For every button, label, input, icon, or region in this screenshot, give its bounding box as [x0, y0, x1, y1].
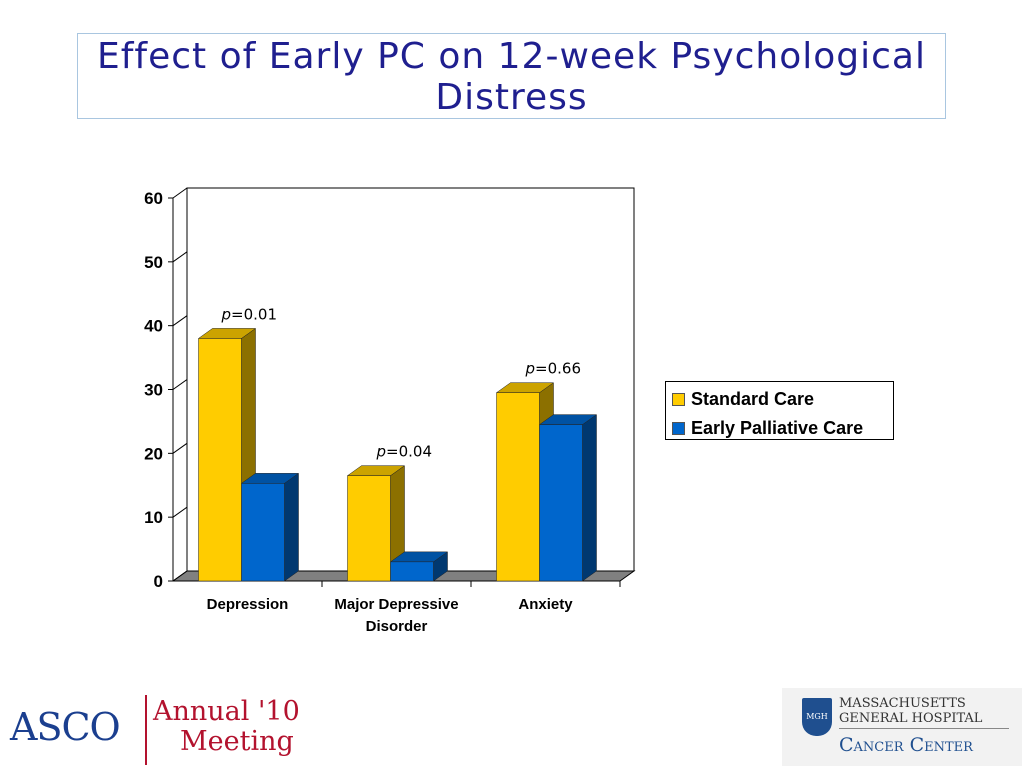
y-tick-depth [172, 251, 188, 263]
y-tick-label: 40 [144, 317, 163, 336]
bar-front [539, 424, 583, 582]
p-value-text: =0.01 [231, 305, 277, 323]
bar-early-palliative-care [389, 551, 449, 582]
mgh-logo-line2: GENERAL HOSPITAL [839, 711, 983, 726]
y-tick-label: 10 [144, 508, 163, 527]
title-box: Effect of Early PC on 12-week Psychologi… [77, 33, 946, 119]
y-tick-label: 30 [144, 381, 163, 400]
p-value-text: =0.04 [386, 443, 432, 461]
y-tick-depth [172, 315, 188, 327]
legend-item-standard-care: Standard Care [672, 388, 814, 410]
y-tick-depth [172, 442, 188, 454]
bar-side [582, 414, 597, 582]
chart-legend: Standard Care Early Palliative Care [665, 381, 894, 440]
y-tick-depth [172, 379, 188, 390]
y-tick-label: 50 [144, 253, 163, 272]
x-category-label: Anxiety [518, 596, 573, 613]
p-value-symbol: p [525, 360, 536, 378]
asco-logo-text: ASCO [10, 705, 121, 749]
y-tick-depth [172, 570, 188, 582]
asco-annual-meeting-logo: ASCO Annual '10 Meeting [10, 690, 310, 765]
bar-front [198, 338, 242, 582]
bar-front [496, 392, 540, 582]
p-value-symbol: p [221, 305, 232, 323]
x-category-label: Major Depressive [334, 596, 458, 613]
x-category-label: Depression [207, 596, 289, 613]
y-tick-label: 20 [144, 444, 163, 463]
y-tick-depth [172, 506, 188, 518]
y-tick-depth [172, 187, 188, 199]
bar-front [347, 475, 391, 582]
bar-front [241, 483, 285, 582]
mgh-logo-line1: MASSACHUSETTS [839, 696, 966, 711]
logo-divider [145, 695, 147, 765]
bar-early-palliative-care [240, 472, 300, 582]
bar-side [284, 472, 299, 582]
legend-label-early-palliative-care: Early Palliative Care [691, 417, 864, 438]
p-value-annotation: p=0.04 [376, 443, 433, 461]
p-value-text: =0.66 [535, 360, 581, 378]
legend-label-standard-care: Standard Care [691, 388, 815, 409]
bar-early-palliative-care [538, 414, 598, 582]
x-category-label: Disorder [366, 618, 428, 635]
p-value-symbol: p [376, 443, 387, 461]
mgh-logo-rule [839, 728, 1009, 729]
meeting-logo-line1: Annual '10 [153, 696, 300, 727]
legend-swatch-standard-care [672, 392, 685, 406]
bar-standard-care [346, 465, 406, 582]
mgh-shield-icon: MGH [802, 698, 832, 736]
y-tick-label: 0 [154, 572, 163, 591]
p-value-annotation: p=0.66 [525, 360, 582, 378]
meeting-logo-line2: Meeting [180, 726, 294, 757]
p-value-annotation: p=0.01 [221, 305, 278, 323]
slide-title: Effect of Early PC on 12-week Psychologi… [96, 36, 926, 118]
mgh-logo-line3: Cancer Center [839, 734, 973, 756]
y-tick-label: 60 [144, 189, 163, 208]
mgh-cancer-center-logo: MGH MASSACHUSETTS GENERAL HOSPITAL Cance… [782, 688, 1022, 766]
legend-swatch-early-palliative-care [672, 421, 685, 435]
bar-front [390, 561, 434, 582]
legend-item-early-palliative-care: Early Palliative Care [672, 417, 863, 439]
